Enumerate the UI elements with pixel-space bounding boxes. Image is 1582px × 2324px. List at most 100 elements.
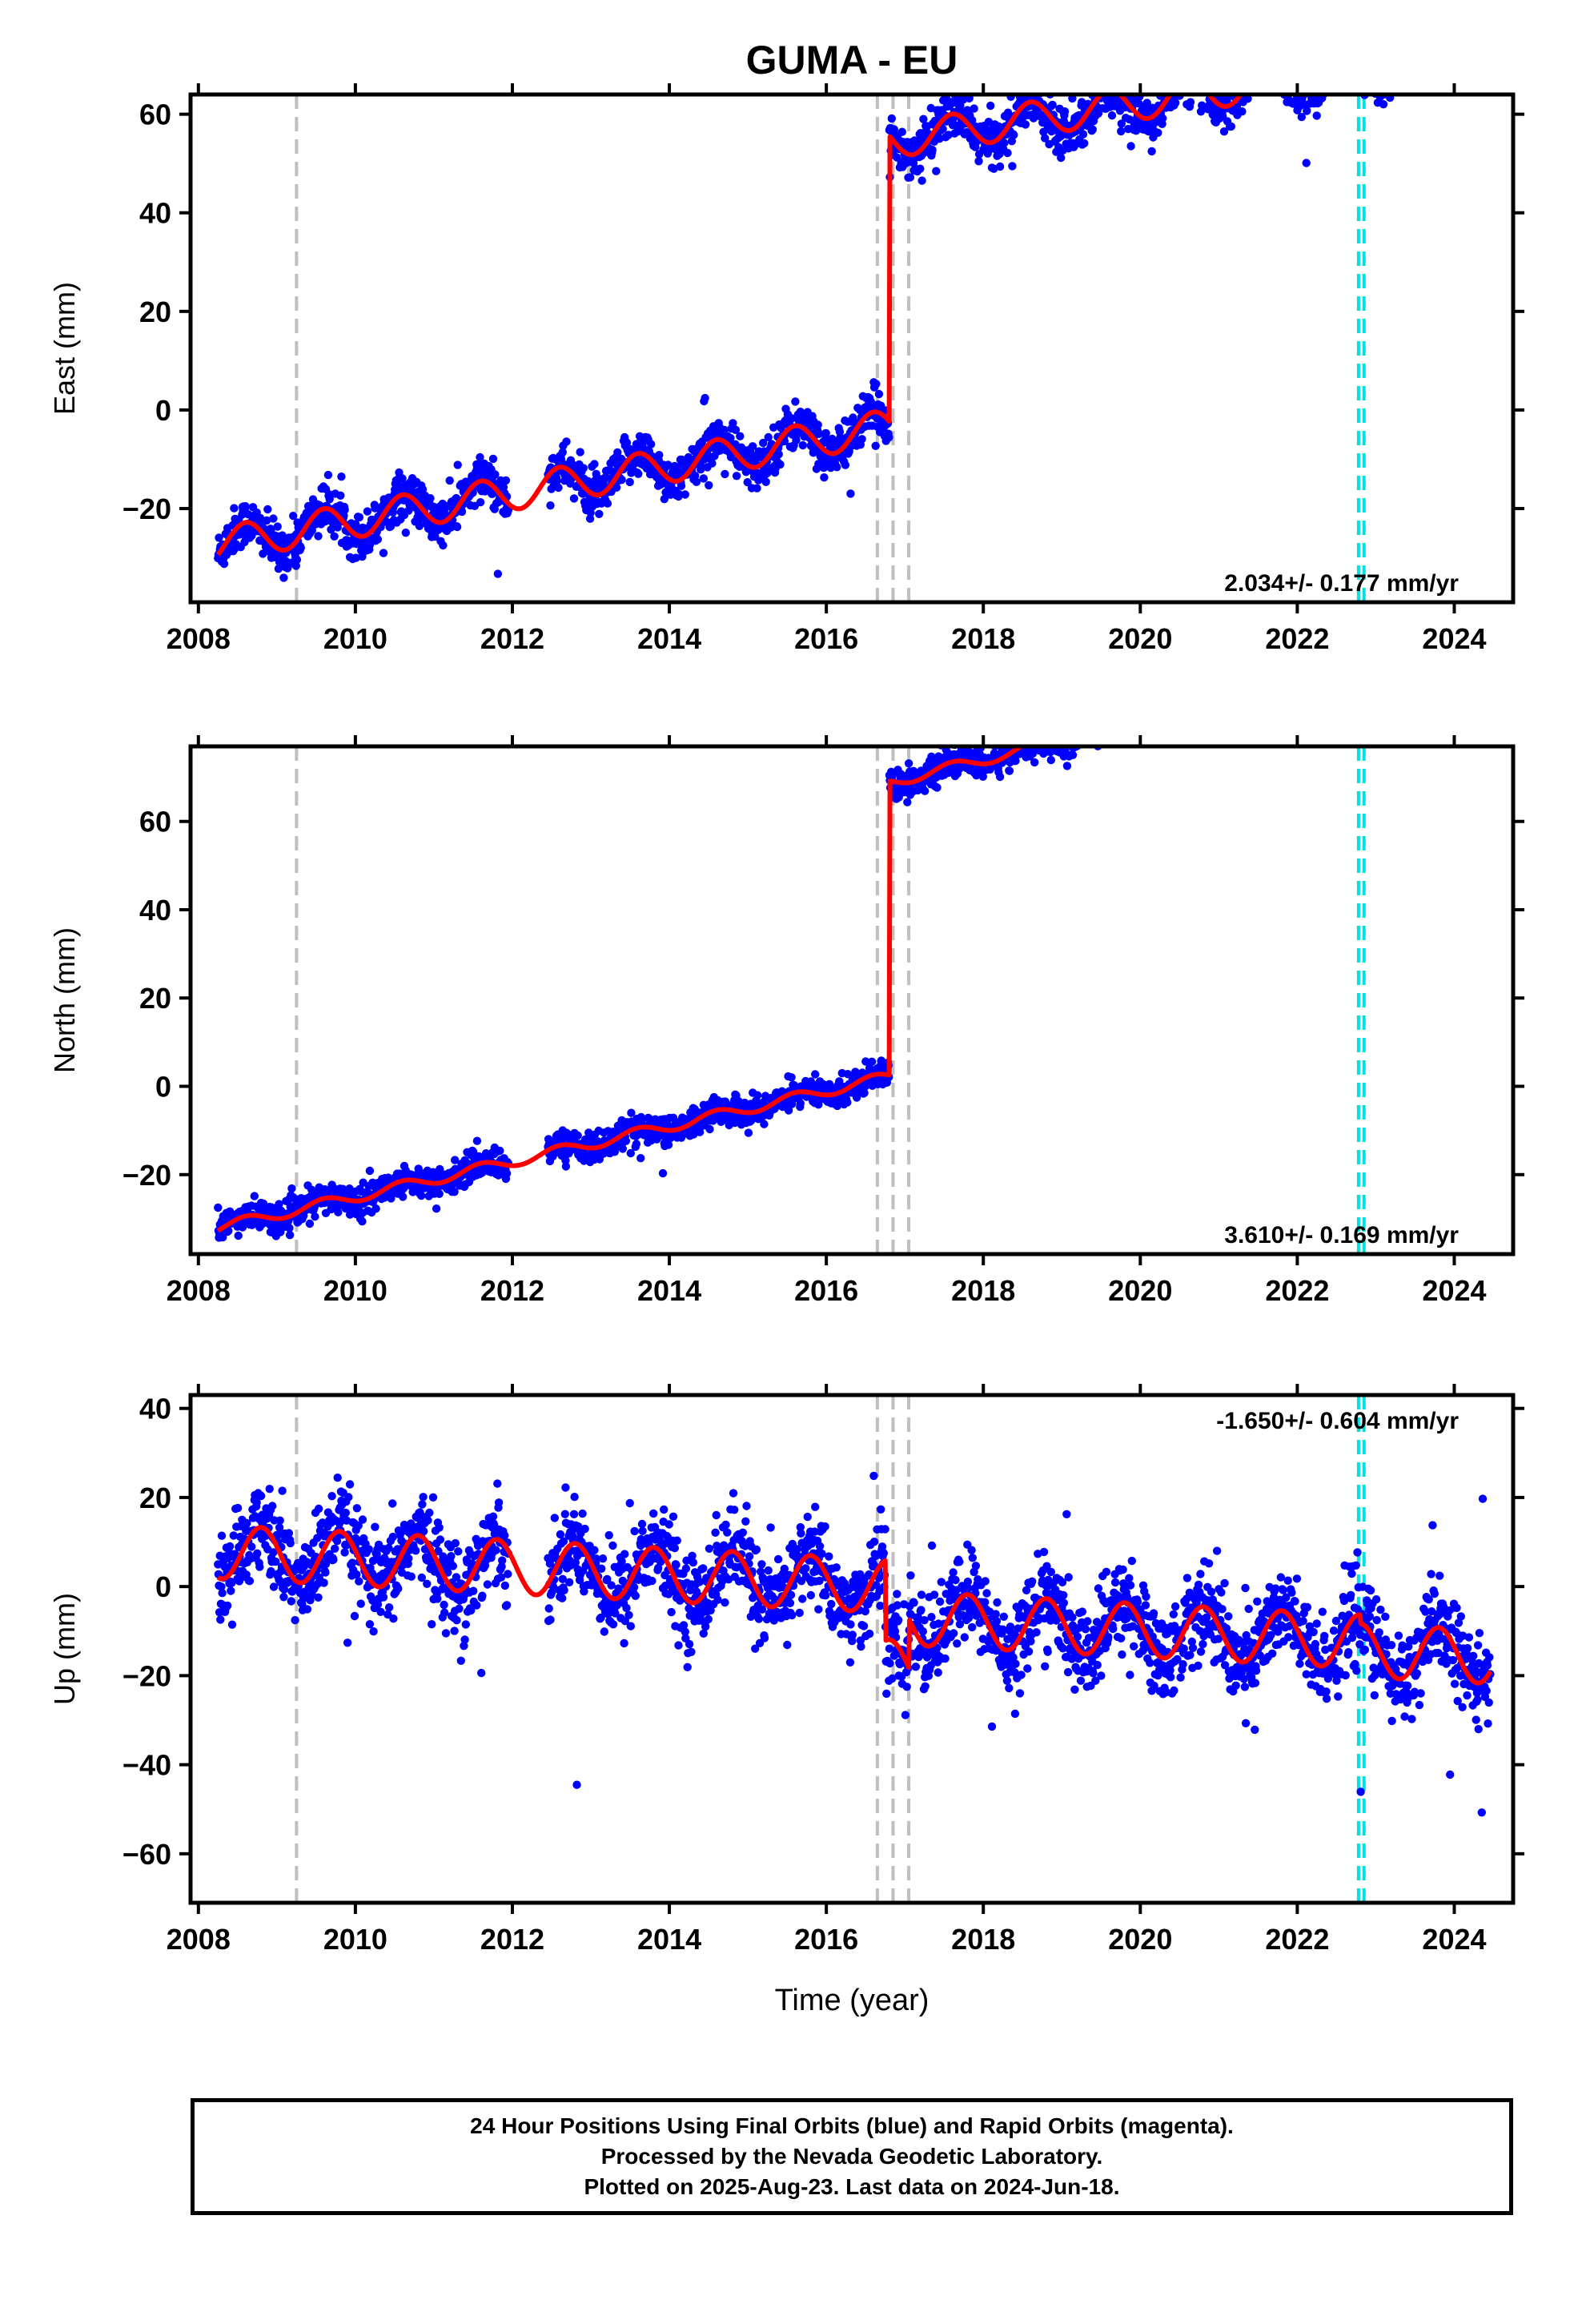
data-point	[1274, 683, 1282, 691]
data-point	[1345, 56, 1353, 64]
rate-label-east: 2.034+/- 0.177 mm/yr	[1224, 570, 1459, 597]
data-point	[1074, 733, 1082, 741]
data-point	[1068, 750, 1078, 759]
data-point	[1251, 693, 1259, 701]
data-point	[784, 1106, 793, 1115]
data-point	[1127, 718, 1135, 726]
data-point	[1334, 53, 1342, 61]
data-point	[1468, 74, 1476, 82]
data-point	[488, 454, 498, 464]
data-point	[1084, 726, 1092, 734]
data-point	[1207, 700, 1215, 708]
data-point	[1070, 730, 1078, 738]
data-point	[1481, 42, 1489, 50]
data-point	[1281, 79, 1289, 87]
data-point	[1268, 56, 1276, 64]
data-point	[1133, 723, 1141, 731]
data-point	[1472, 63, 1480, 71]
data-point	[1268, 677, 1276, 686]
data-point	[1168, 78, 1176, 86]
data-point	[1460, 70, 1468, 78]
data-point	[1183, 693, 1191, 701]
data-point	[1236, 694, 1244, 702]
data-point	[1011, 756, 1020, 766]
data-point	[1428, 42, 1436, 50]
data-point	[1251, 681, 1259, 689]
data-point	[1102, 724, 1110, 732]
data-point	[1327, 69, 1335, 77]
data-point	[1391, 43, 1399, 51]
data-point	[921, 786, 930, 795]
data-point	[820, 473, 829, 482]
data-point	[1330, 65, 1338, 73]
panels-group: 2008 2010 2012 2014 2016 2018 2020 2022 2024−200…	[48, 21, 1524, 1956]
data-point	[1299, 82, 1307, 90]
data-point	[1364, 70, 1372, 78]
data-point	[1450, 44, 1458, 52]
data-point	[1316, 55, 1324, 63]
data-point	[1191, 63, 1199, 71]
data-point	[1282, 78, 1290, 86]
data-point	[1343, 55, 1351, 63]
data-point	[1042, 732, 1050, 740]
data-point	[1484, 26, 1492, 34]
data-point	[1335, 21, 1343, 29]
data-point	[1327, 50, 1335, 58]
data-point	[736, 432, 745, 440]
data-point	[1419, 40, 1427, 48]
data-point	[1252, 683, 1260, 691]
data-point	[1203, 690, 1211, 698]
data-point	[426, 494, 435, 503]
data-point	[1247, 694, 1255, 702]
data-point	[1051, 726, 1059, 734]
data-point	[1062, 762, 1072, 770]
data-point	[1300, 686, 1308, 694]
data-point	[1406, 31, 1414, 39]
data-point	[1288, 683, 1296, 691]
data-point	[1030, 758, 1039, 767]
data-point	[1411, 42, 1419, 50]
data-point	[1353, 58, 1361, 66]
data-point	[1387, 50, 1395, 58]
data-point	[744, 1128, 753, 1137]
data-point	[1346, 659, 1354, 667]
data-point	[1263, 79, 1271, 87]
data-point	[1182, 74, 1190, 82]
data-point	[1110, 81, 1118, 89]
data-point	[269, 514, 278, 523]
data-point	[1340, 653, 1348, 661]
data-point	[1034, 735, 1042, 743]
data-point	[1371, 66, 1379, 74]
y-tick-label: 60	[139, 99, 171, 131]
data-point	[1223, 691, 1231, 699]
data-point	[1474, 43, 1482, 51]
data-point	[1452, 57, 1460, 65]
data-point	[1323, 78, 1331, 86]
data-point	[1480, 67, 1488, 75]
data-point	[710, 1113, 719, 1122]
data-point	[1210, 82, 1218, 90]
data-point	[275, 1200, 283, 1208]
data-point	[1379, 66, 1387, 74]
data-point	[1270, 53, 1278, 61]
data-point	[634, 469, 643, 478]
data-point	[1251, 51, 1259, 59]
data-point	[1373, 74, 1381, 82]
data-point	[1311, 78, 1319, 86]
data-point	[1251, 685, 1259, 693]
data-point	[1393, 55, 1401, 63]
data-point	[1486, 39, 1494, 47]
data-point	[1178, 704, 1186, 712]
data-point	[1185, 59, 1193, 67]
data-point	[1365, 64, 1373, 72]
data-point	[576, 448, 584, 456]
data-point	[1332, 47, 1340, 55]
data-point	[1317, 670, 1325, 678]
data-point	[1275, 679, 1283, 687]
data-point	[554, 483, 563, 493]
data-point	[1254, 62, 1262, 70]
data-point	[1462, 75, 1470, 83]
data-point	[1319, 678, 1327, 686]
data-point	[1208, 699, 1216, 707]
data-point	[1191, 75, 1199, 83]
